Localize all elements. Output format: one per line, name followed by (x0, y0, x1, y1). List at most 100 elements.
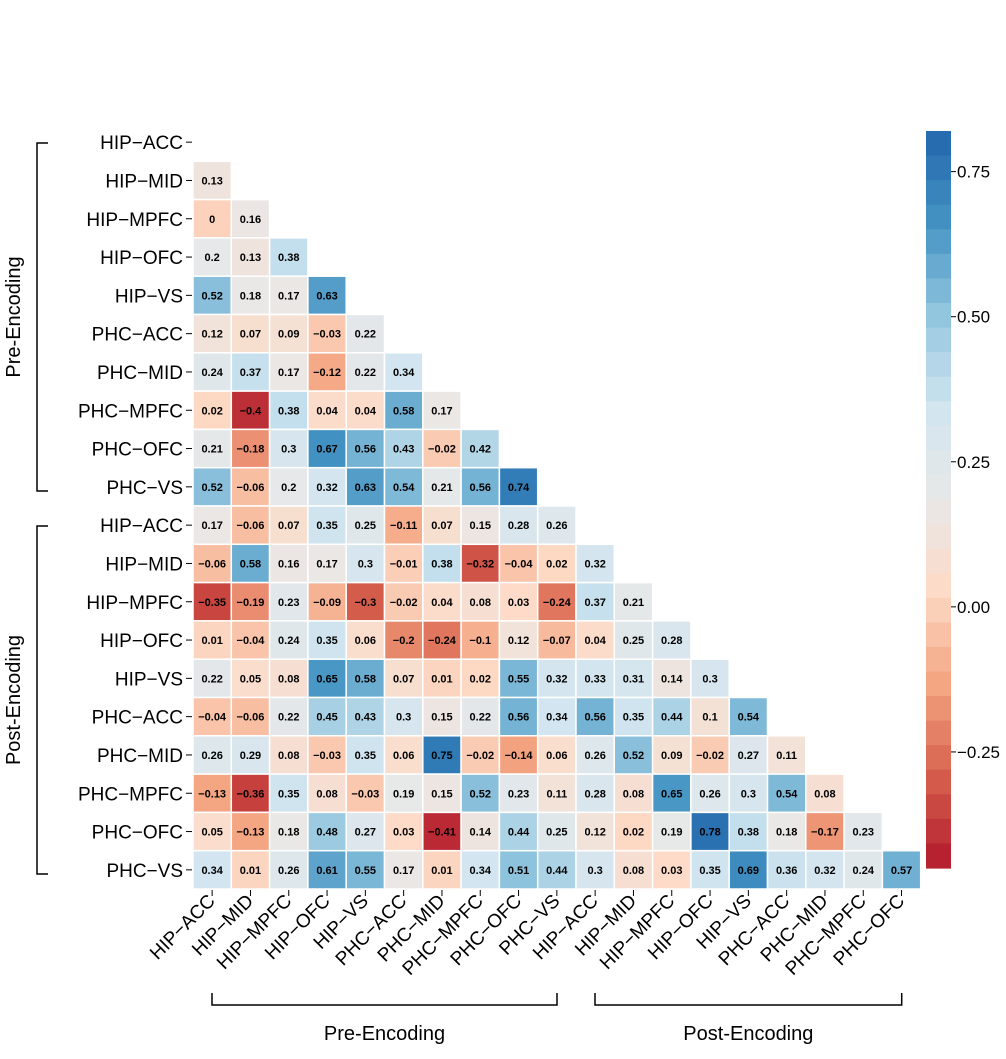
cell-value-label: 0.17 (393, 865, 414, 877)
y-axis-label: HIP−MID (105, 171, 183, 192)
heatmap-cell (230, 390, 271, 431)
cell-value-label: 0.69 (738, 865, 759, 877)
heatmap-cell (690, 735, 730, 775)
heatmap-cell (536, 505, 577, 546)
cell-value-label: 0.58 (240, 558, 261, 570)
cell-value-label: 0.04 (431, 597, 453, 609)
heatmap-cell (460, 505, 501, 546)
colorbar-segment (926, 769, 951, 795)
heatmap-cell (766, 849, 807, 890)
cell-value-label: 0.52 (201, 482, 222, 494)
y-axis-label: PHC−OFC (92, 823, 183, 844)
heatmap-cell (345, 352, 386, 392)
cell-value-label: −0.09 (313, 597, 341, 609)
y-axis-label: HIP−ACC (100, 516, 183, 537)
cell-value-label: −0.02 (696, 750, 724, 762)
cell-value-label: 0.43 (355, 712, 376, 724)
cell-value-label: 0.09 (278, 329, 299, 341)
colorbar-segment (926, 671, 951, 697)
heatmap-cell (536, 620, 577, 660)
heatmap-cell (230, 581, 271, 622)
colorbar-segment (926, 302, 951, 329)
cell-value-label: 0.05 (201, 827, 222, 839)
cell-value-label: 0.01 (240, 865, 261, 877)
cell-value-label: 0.27 (738, 750, 759, 762)
cell-value-label: 0.21 (201, 444, 222, 456)
colorbar-segment (926, 745, 951, 771)
heatmap-cell (307, 658, 347, 699)
cell-value-label: 0.12 (584, 827, 605, 839)
heatmap-cell (307, 620, 347, 660)
heatmap-cell (192, 581, 233, 622)
cell-value-label: 0.44 (508, 827, 530, 839)
cell-value-label: 0.45 (316, 712, 337, 724)
colorbar-segment (926, 253, 951, 279)
heatmap-cell (881, 849, 922, 890)
heatmap-cell (422, 773, 462, 814)
heatmap-cell (268, 620, 309, 660)
heatmap-cell (575, 696, 616, 737)
cell-value-label: −0.17 (811, 827, 839, 839)
cell-value-label: 0.32 (814, 865, 835, 877)
cell-value-label: 0.25 (546, 827, 567, 839)
y-axis-label: PHC−VS (106, 478, 183, 499)
cell-value-label: 0.04 (355, 405, 377, 417)
cell-value-label: 0.22 (470, 712, 491, 724)
cell-value-label: −0.06 (237, 712, 265, 724)
cell-value-label: 0.58 (393, 405, 414, 417)
cell-value-label: 0.24 (853, 865, 875, 877)
y-axis-label: HIP−OFC (100, 631, 183, 652)
cell-value-label: 0.55 (508, 673, 529, 685)
cell-value-label: 0.02 (201, 405, 222, 417)
heatmap-cell (498, 811, 539, 852)
cell-value-label: 0.16 (240, 214, 261, 226)
heatmap-cell (575, 658, 616, 699)
colorbar-segment (926, 818, 951, 845)
cell-value-label: −0.2 (393, 635, 415, 647)
cell-value-label: 0.34 (201, 865, 223, 877)
y-axis-label: HIP−ACC (100, 133, 183, 154)
cell-value-label: 0.24 (201, 367, 223, 379)
heatmap-cell (498, 773, 539, 814)
cell-value-label: 0.08 (470, 597, 491, 609)
cell-value-label: 0.14 (661, 673, 683, 685)
colorbar-segment (926, 720, 951, 746)
y-group-bracket (36, 142, 48, 492)
y-axis-label: HIP−MPFC (86, 210, 183, 231)
heatmap-cell (383, 543, 424, 584)
cell-value-label: 0.02 (470, 673, 491, 685)
colorbar-tick-label: 0.25 (957, 453, 990, 472)
x-group-label: Post-Encoding (683, 1023, 813, 1045)
cell-value-label: 0.07 (393, 673, 414, 685)
heatmap-cell (345, 505, 386, 546)
heatmap-cell (498, 466, 539, 507)
heatmap-cell (307, 275, 347, 316)
cell-value-label: −0.11 (390, 520, 417, 532)
cell-value-label: 0.06 (546, 750, 567, 762)
cell-value-label: 0.32 (584, 558, 605, 570)
cell-value-label: 0.52 (623, 750, 644, 762)
cell-value-label: 0.19 (661, 827, 682, 839)
cell-value-label: 0.51 (508, 865, 529, 877)
cell-value-label: 0.12 (508, 635, 529, 647)
colorbar-segment (926, 229, 951, 255)
cell-value-label: 0.43 (393, 444, 414, 456)
heatmap-cell (383, 735, 424, 775)
colorbar-segment (926, 696, 951, 722)
cell-value-label: −0.32 (466, 558, 494, 570)
heatmap-cell (575, 543, 616, 584)
cell-value-label: 0.19 (393, 788, 414, 800)
heatmap-cell (230, 811, 271, 852)
cell-value-label: 0.02 (546, 558, 567, 570)
cell-value-label: −0.13 (198, 788, 226, 800)
cell-value-label: −0.14 (505, 750, 534, 762)
cell-value-label: 0.17 (316, 558, 337, 570)
heatmap-cell (728, 849, 769, 890)
y-axis-label: HIP−OFC (100, 248, 183, 269)
heatmap-cell (192, 849, 233, 890)
cell-value-label: 0.63 (316, 290, 337, 302)
cell-value-label: −0.03 (313, 329, 341, 341)
heatmap-cell (268, 696, 309, 737)
cell-value-label: −0.06 (198, 558, 226, 570)
